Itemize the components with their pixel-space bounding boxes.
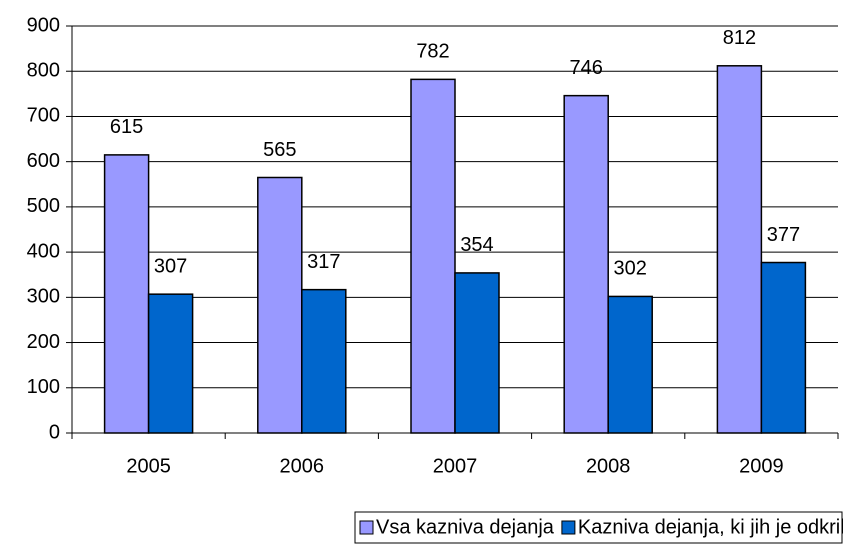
bar [760, 261, 807, 434]
y-tick-label: 200 [27, 331, 60, 353]
legend-swatch [359, 520, 374, 535]
y-tick-label: 600 [27, 150, 60, 172]
y-tick-label: 0 [49, 421, 60, 443]
bar [716, 65, 763, 434]
y-tick-label: 700 [27, 105, 60, 127]
bar [410, 78, 456, 434]
x-tick-label: 2005 [126, 455, 171, 477]
data-label: 615 [110, 116, 143, 138]
bar [454, 272, 500, 434]
y-tick-label: 300 [27, 286, 60, 308]
data-label: 812 [723, 27, 756, 49]
x-tick-label: 2006 [280, 455, 325, 477]
x-tick-label: 2008 [586, 455, 631, 477]
bar [563, 94, 609, 434]
bar [607, 295, 653, 434]
data-label: 354 [460, 234, 493, 256]
legend-label: Kazniva dejanja, ki jih je odkrila polic… [578, 516, 843, 538]
legend-label: Vsa kazniva dejanja [376, 516, 555, 538]
y-tick-label: 800 [27, 60, 60, 82]
y-tick-label: 900 [27, 14, 60, 36]
data-label: 565 [263, 139, 296, 161]
bar [103, 154, 150, 434]
legend-swatch [561, 520, 576, 535]
bar [257, 176, 303, 434]
bar [147, 293, 194, 434]
data-label: 746 [570, 57, 603, 79]
y-tick-label: 500 [27, 195, 60, 217]
data-label: 377 [767, 224, 800, 246]
data-label: 307 [154, 255, 187, 277]
data-label: 782 [416, 41, 449, 63]
legend-box [354, 511, 843, 544]
y-tick-label: 100 [27, 376, 60, 398]
data-label: 317 [307, 251, 340, 273]
y-tick-label: 400 [27, 240, 60, 262]
x-tick-label: 2007 [433, 455, 478, 477]
bar [301, 288, 347, 434]
data-label: 302 [614, 258, 647, 280]
x-tick-label: 2009 [739, 455, 784, 477]
